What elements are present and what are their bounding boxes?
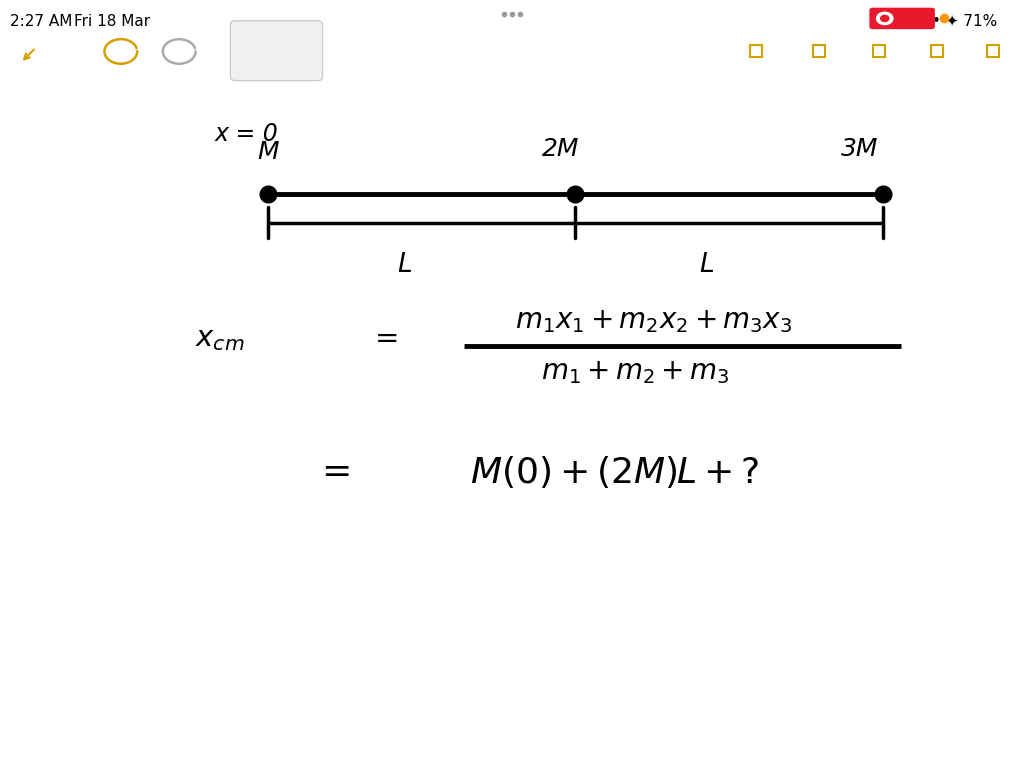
Text: $m_1 + m_2 + m_3$: $m_1 + m_2 + m_3$ xyxy=(541,358,729,386)
Text: • ✦ 71%: • ✦ 71% xyxy=(932,14,997,29)
Text: 2M: 2M xyxy=(543,137,580,161)
Circle shape xyxy=(877,12,893,25)
Text: Fri 18 Mar: Fri 18 Mar xyxy=(74,14,150,29)
Text: x = 0: x = 0 xyxy=(215,122,279,146)
Circle shape xyxy=(881,15,889,22)
Text: $m_1 x_1 + m_2 x_2 + m_3 x_3$: $m_1 x_1 + m_2 x_2 + m_3 x_3$ xyxy=(515,307,792,335)
Text: $x_{cm}$: $x_{cm}$ xyxy=(196,326,245,353)
Text: L: L xyxy=(699,252,714,278)
Text: =: = xyxy=(375,326,399,353)
FancyBboxPatch shape xyxy=(869,8,935,29)
Text: M: M xyxy=(257,140,280,164)
Text: 2:27 AM: 2:27 AM xyxy=(10,14,73,29)
Text: $M(0) + (2M)L + ?$: $M(0) + (2M)L + ?$ xyxy=(470,455,759,490)
Text: L: L xyxy=(397,252,412,278)
Text: 3M: 3M xyxy=(842,137,879,161)
FancyBboxPatch shape xyxy=(230,21,323,81)
Text: =: = xyxy=(321,455,351,489)
